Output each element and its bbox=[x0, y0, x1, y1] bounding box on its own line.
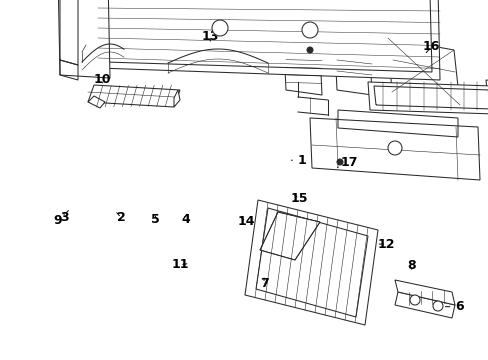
Text: 16: 16 bbox=[422, 40, 439, 53]
Circle shape bbox=[387, 141, 401, 155]
Text: 10: 10 bbox=[94, 73, 111, 86]
Polygon shape bbox=[96, 0, 439, 80]
Circle shape bbox=[336, 159, 342, 165]
Text: 11: 11 bbox=[171, 258, 188, 271]
Circle shape bbox=[409, 295, 419, 305]
Text: 13: 13 bbox=[201, 30, 219, 42]
Text: 12: 12 bbox=[377, 238, 394, 251]
Text: 5: 5 bbox=[151, 213, 160, 226]
Text: 8: 8 bbox=[407, 259, 415, 272]
Polygon shape bbox=[485, 80, 488, 103]
Polygon shape bbox=[309, 118, 479, 180]
Polygon shape bbox=[387, 38, 459, 105]
Circle shape bbox=[302, 22, 317, 38]
Polygon shape bbox=[334, 48, 371, 95]
Polygon shape bbox=[394, 280, 454, 305]
Text: 7: 7 bbox=[259, 277, 268, 290]
Circle shape bbox=[306, 47, 312, 53]
Polygon shape bbox=[174, 90, 180, 107]
Polygon shape bbox=[260, 212, 319, 260]
Circle shape bbox=[212, 20, 227, 36]
Text: 9: 9 bbox=[53, 211, 68, 227]
Circle shape bbox=[432, 301, 442, 311]
Text: 2: 2 bbox=[117, 211, 125, 224]
Text: 14: 14 bbox=[237, 215, 254, 228]
Text: 1: 1 bbox=[291, 154, 306, 167]
Polygon shape bbox=[284, 48, 321, 95]
Text: 3: 3 bbox=[60, 211, 69, 224]
Polygon shape bbox=[244, 200, 377, 325]
Text: 17: 17 bbox=[337, 156, 358, 169]
Polygon shape bbox=[88, 96, 105, 108]
Text: 15: 15 bbox=[290, 192, 307, 205]
Text: 6: 6 bbox=[445, 300, 463, 313]
Text: 4: 4 bbox=[181, 213, 190, 226]
Polygon shape bbox=[58, 0, 110, 78]
Polygon shape bbox=[394, 292, 454, 318]
Polygon shape bbox=[367, 82, 488, 116]
Polygon shape bbox=[88, 85, 180, 107]
